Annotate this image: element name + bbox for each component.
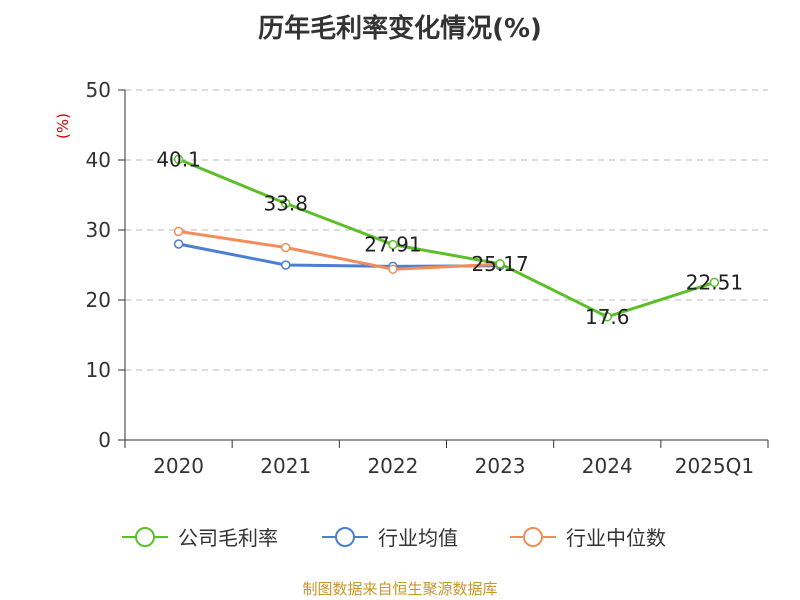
legend-label: 公司毛利率 [178, 526, 278, 550]
series-0-point [495, 259, 505, 269]
data-label: 22.51 [686, 270, 743, 294]
y-tick-label: 0 [98, 428, 111, 452]
x-tick-label: 2023 [475, 454, 526, 478]
legend-swatch-marker [523, 527, 543, 547]
y-tick-label: 10 [86, 358, 111, 382]
data-label: 40.1 [156, 147, 201, 171]
y-tick-label: 30 [86, 218, 111, 242]
x-tick-label: 2020 [153, 454, 204, 478]
series-line-2 [178, 229, 501, 271]
y-tick-label: 20 [86, 288, 111, 312]
series-2-point [173, 226, 184, 237]
series-0-point [602, 312, 612, 322]
series-2-point [388, 264, 398, 274]
x-tick-label: 2021 [260, 454, 311, 478]
data-label: 17.6 [585, 305, 630, 329]
legend-item-1[interactable]: 行业均值 [322, 526, 458, 550]
y-tick-label: 50 [86, 78, 111, 102]
legend[interactable]: 公司毛利率 行业均值 行业中位数 [122, 526, 666, 550]
legend-label: 行业均值 [378, 526, 458, 550]
series-line-0 [178, 157, 715, 319]
data-labels: 40.1 33.8 27.91 25.17 17.6 22.51 [156, 147, 743, 328]
x-tick-label: 2025Q1 [675, 454, 754, 478]
y-axis-unit-label: (%) [54, 113, 72, 139]
series-1-point [281, 260, 291, 270]
series-1-point [173, 239, 184, 249]
legend-swatch-marker [335, 527, 355, 547]
x-tick-label: 2024 [582, 454, 633, 478]
series-0-point [281, 198, 291, 209]
series-0-point [173, 154, 184, 165]
data-label: 25.17 [471, 252, 528, 276]
chart-title: 历年毛利率变化情况(%) [258, 14, 542, 44]
legend-swatch-marker [135, 527, 155, 547]
series-0-point [388, 239, 398, 250]
series-0-point [709, 277, 720, 288]
legend-item-0[interactable]: 公司毛利率 [122, 526, 278, 550]
series-layer [173, 154, 720, 322]
legend-item-2[interactable]: 行业中位数 [510, 526, 666, 550]
legend-label: 行业中位数 [566, 526, 666, 550]
y-tick-label: 40 [86, 148, 111, 172]
source-note: 制图数据来自恒生聚源数据库 [302, 580, 498, 598]
axes: 0 10 20 30 40 50 2020 2021 2022 2023 2024 2025Q1 [86, 78, 769, 478]
series-2-point [281, 242, 291, 253]
grid-lines [125, 89, 768, 371]
x-tick-label: 2022 [367, 454, 418, 478]
data-label: 27.91 [364, 233, 421, 257]
data-label: 33.8 [263, 191, 308, 215]
